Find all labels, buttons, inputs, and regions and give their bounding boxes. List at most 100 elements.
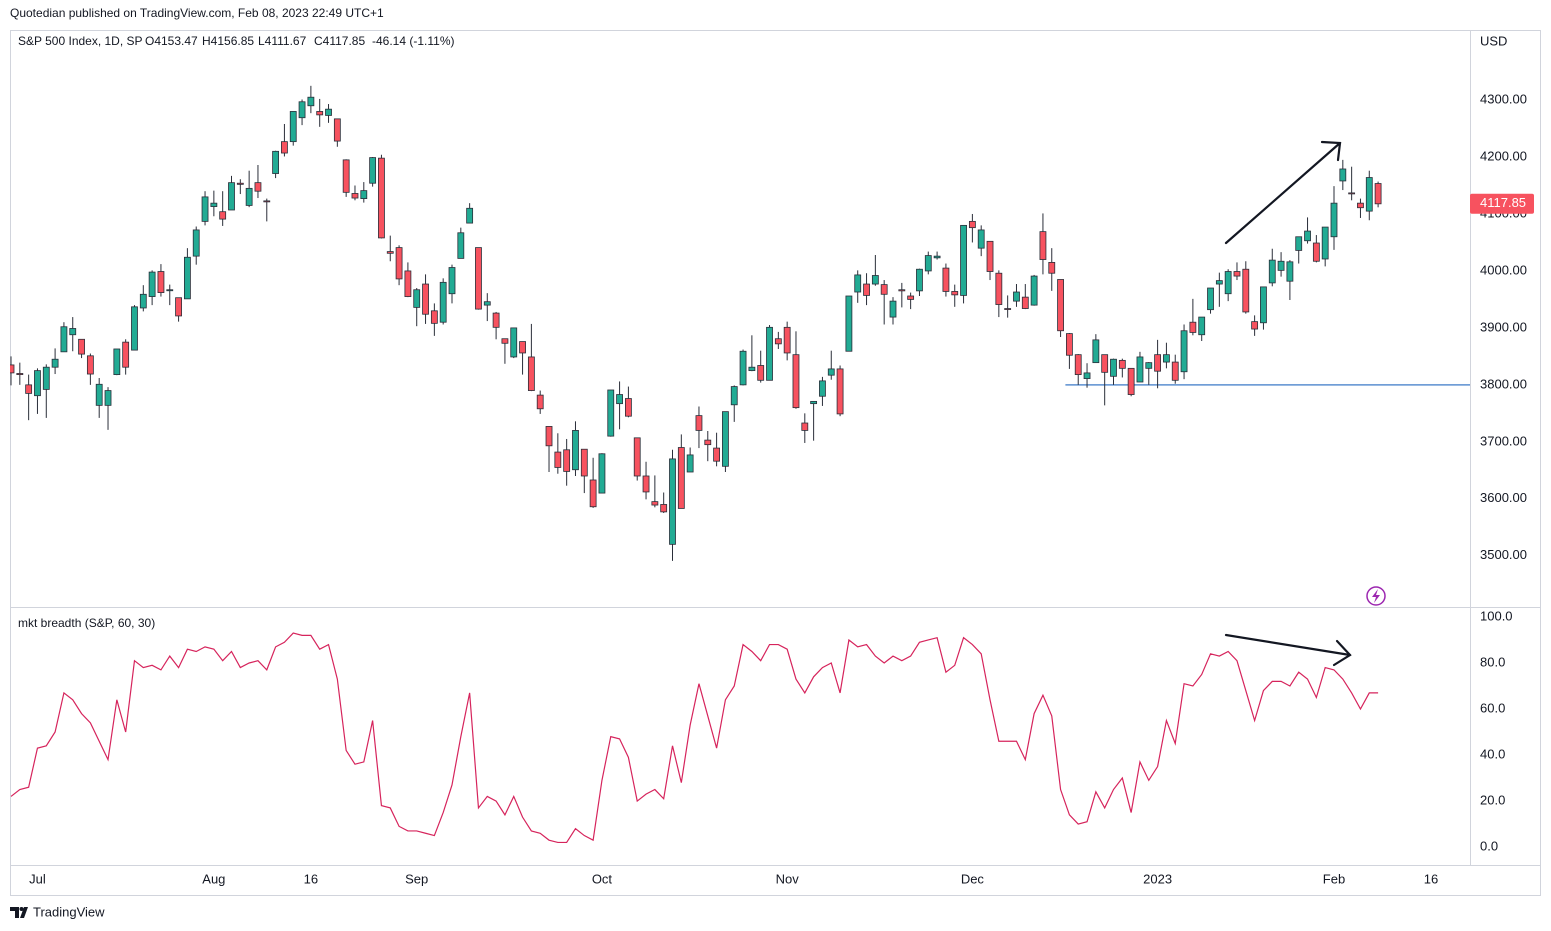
frame [10, 30, 1541, 896]
candle-body [10, 364, 15, 374]
candle-body [289, 111, 297, 143]
candle-body [854, 274, 862, 293]
candle-body [677, 447, 685, 509]
candle-body [1348, 192, 1356, 195]
candle-body [986, 240, 994, 272]
candle-body [819, 380, 826, 397]
candle-body [1180, 330, 1188, 373]
y-tick-label: 20.0 [1480, 792, 1505, 807]
candle-body [1321, 226, 1329, 260]
candle-body [554, 451, 562, 468]
candle-body [889, 300, 897, 318]
candle-body [810, 400, 818, 405]
candle-body [448, 267, 456, 295]
candle-body [34, 370, 41, 397]
candle-body [157, 271, 165, 293]
y-tick-label: 3600.00 [1480, 490, 1527, 505]
alert-icon[interactable] [1366, 586, 1386, 606]
candle-body [1145, 362, 1153, 369]
candle-body [1251, 321, 1259, 330]
candle-body [1101, 354, 1109, 373]
candle-body [60, 326, 68, 353]
candle-body [695, 415, 703, 431]
candle-body [783, 326, 791, 354]
candle-body [545, 426, 553, 447]
candle-body [1286, 261, 1294, 282]
y-tick-label: 4000.00 [1480, 262, 1527, 277]
candle-body [422, 283, 429, 315]
candle-body [792, 354, 800, 409]
candle-body [1374, 183, 1382, 205]
candle-body [378, 157, 385, 239]
candle-body [1127, 367, 1135, 395]
indicator-title: mkt breadth (S&P, 60, 30) [18, 616, 155, 630]
candle-body [1189, 321, 1197, 333]
candle-body [466, 207, 474, 224]
candle-body [228, 182, 235, 211]
y-tick-label: 3700.00 [1480, 433, 1527, 448]
candle-body [1074, 354, 1082, 376]
candle-body [175, 297, 182, 317]
candle-body [457, 232, 465, 259]
candle-body [1048, 261, 1056, 274]
candle-body [325, 108, 332, 116]
candle-body [25, 384, 33, 394]
candle-body [660, 504, 668, 513]
candle-body [395, 247, 403, 280]
legend-close: C4117.85 [314, 34, 365, 48]
candle-body [916, 268, 923, 292]
candle-body [589, 479, 597, 508]
candle-body [298, 101, 306, 119]
candle-body [86, 355, 94, 375]
candle-body [104, 390, 112, 406]
candle-body [871, 275, 879, 285]
candle-body [351, 193, 359, 199]
candle-body [439, 281, 447, 323]
y-tick-label: 100.0 [1480, 608, 1513, 623]
candle-body [1039, 231, 1047, 260]
candle-body [1066, 333, 1073, 356]
candle-body [131, 306, 138, 351]
x-tick-label: Sep [405, 871, 428, 886]
candle-body [281, 141, 288, 154]
candle-body [642, 475, 650, 493]
candle-body [633, 437, 641, 477]
candle-body [1110, 358, 1117, 377]
candle-body [995, 272, 1003, 305]
candle-body [386, 251, 394, 254]
candle-body [563, 449, 571, 472]
candle-body [1242, 268, 1250, 313]
candle-body [572, 430, 579, 471]
x-tick-label: Nov [776, 871, 800, 886]
candle-body [1163, 354, 1170, 363]
candle-body [201, 196, 209, 222]
footer-logo [10, 907, 28, 918]
candle-body [236, 182, 244, 185]
candle-body [757, 365, 765, 381]
candle-body [1215, 280, 1223, 285]
axes: 3500.00 3600.00 3700.00 3800.00 3900.00 4000.… [29, 91, 1534, 886]
legend-high: H4156.85 [202, 34, 254, 48]
candle-body [863, 283, 870, 296]
candle-body [1357, 202, 1364, 209]
candle-body [404, 270, 412, 297]
candle-body [598, 453, 606, 494]
y-tick-label: 4300.00 [1480, 91, 1527, 106]
candle-body [16, 373, 24, 376]
candle-body [625, 398, 632, 417]
candle-body [1312, 242, 1320, 262]
candle-body [1092, 339, 1100, 364]
candle-body [475, 247, 482, 310]
candle-body [272, 150, 280, 174]
legend-low: L4111.67 [258, 34, 307, 48]
candle-body [254, 182, 262, 192]
candle-body [263, 200, 271, 203]
candle-body [766, 326, 773, 381]
candle-body [245, 187, 253, 206]
chart-title: S&P 500 Index, 1D, SP [18, 34, 143, 48]
candle-body [801, 422, 809, 431]
candle-body [413, 289, 421, 308]
y-tick-label: 40.0 [1480, 746, 1505, 761]
candle-body [607, 389, 615, 437]
